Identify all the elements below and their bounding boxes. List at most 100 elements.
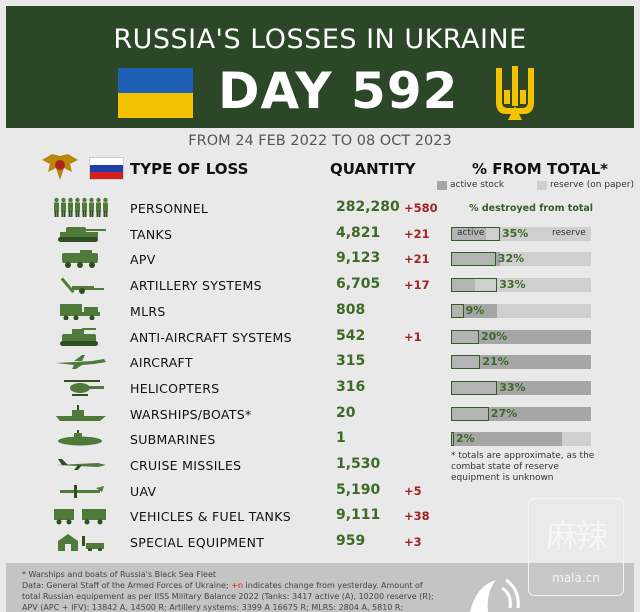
destroyed-label: % destroyed from total: [469, 203, 594, 214]
table-row: UAV 5,190 +5: [0, 479, 640, 505]
loss-type-label: MLRS: [130, 303, 166, 319]
header-banner: RUSSIA'S LOSSES IN UKRAINE DAY 592: [6, 6, 634, 128]
date-range: FROM 24 FEB 2022 TO 08 OCT 2023: [188, 133, 452, 149]
loss-quantity: 20: [336, 404, 356, 421]
destroyed-fill: [451, 355, 481, 370]
column-type-header: TYPE OF LOSS: [130, 160, 249, 178]
active-stock-fill: [451, 303, 498, 318]
table-row: MLRS 808 9%: [0, 299, 640, 325]
uav-icon: [60, 484, 104, 498]
footer-line-2: Data: General Staff of the Armed Forces …: [22, 581, 423, 590]
loss-change: +1: [404, 329, 422, 344]
loss-type-label: PERSONNEL: [130, 201, 209, 216]
percent-bar: 20%: [451, 329, 591, 344]
bar-reserve-label: reserve: [552, 227, 586, 238]
table-row: CRUISE MISSILES 1,530: [0, 453, 640, 479]
tank-icon: [58, 226, 106, 242]
vehicles-icon: [54, 509, 106, 525]
destroyed-fill: [451, 329, 479, 344]
day-counter: DAY 592: [218, 62, 459, 120]
percent-bar: 33%: [451, 380, 591, 395]
mlrs-icon: [60, 303, 100, 320]
column-percent-header: % FROM TOTAL*: [472, 160, 609, 178]
percent-bar: 27%: [451, 406, 591, 421]
percent-bar: 35% active reserve: [451, 226, 591, 241]
footer-line-3: total Russian equipement as per IISS Mil…: [22, 592, 434, 601]
legend-active-swatch: [437, 181, 447, 190]
loss-quantity: 316: [336, 378, 366, 395]
loss-change: +21: [404, 226, 430, 241]
loss-type-label: SUBMARINES: [130, 432, 216, 448]
loss-type-label: AIRCRAFT: [130, 355, 193, 371]
destroyed-percent: 27%: [490, 406, 518, 420]
table-row: SPECIAL EQUIPMENT 959 +3: [0, 530, 640, 556]
percent-bar: 2%: [451, 432, 591, 447]
table-row: AIRCRAFT 315 21%: [0, 350, 640, 376]
destroyed-fill: [451, 278, 498, 293]
loss-quantity: 542: [336, 327, 366, 344]
loss-change: +38: [404, 509, 430, 524]
bar-active-label: active: [457, 227, 485, 238]
table-row: WARSHIPS/BOATS* 20 27%: [0, 402, 640, 428]
table-row: TANKS 4,821 +21 35% active reserve: [0, 222, 640, 248]
active-stock-fill: [451, 406, 591, 421]
loss-quantity: 9,111: [336, 507, 381, 524]
page-title: RUSSIA'S LOSSES IN UKRAINE: [113, 24, 527, 55]
active-stock-fill: [451, 432, 562, 447]
watermark-url: mala.cn: [552, 571, 600, 585]
percent-bar: 21%: [451, 355, 591, 370]
legend-reserve-swatch: [537, 181, 547, 190]
warship-icon: [56, 404, 106, 421]
table-row: VEHICLES & FUEL TANKS 9,111 +38: [0, 504, 640, 530]
footer-line-4: APV (APC + IFV): 13842 A, 14500 R; Artil…: [22, 603, 404, 612]
percent-bar: 9%: [451, 303, 591, 318]
loss-type-label: CRUISE MISSILES: [130, 458, 242, 473]
trident-icon: [496, 66, 534, 120]
legend-reserve-label: reserve (on paper): [550, 180, 634, 190]
active-stock-fill: [451, 329, 591, 344]
footer-line-1: * Warships and boats of Russia's Black S…: [22, 570, 217, 579]
destroyed-percent: 2%: [456, 432, 475, 446]
percent-bar: 33%: [451, 278, 591, 293]
broadcast-logo-icon: [470, 578, 520, 612]
cruise-missile-icon: [56, 459, 106, 470]
loss-type-label: APV: [130, 252, 156, 268]
apv-icon: [62, 250, 98, 269]
active-stock-fill: [451, 380, 591, 395]
active-stock-fill: [451, 278, 475, 293]
loss-type-label: SPECIAL EQUIPMENT: [130, 535, 265, 551]
active-stock-fill: [451, 226, 486, 241]
loss-change: +17: [404, 278, 430, 293]
destroyed-fill: [451, 252, 496, 267]
loss-type-label: ANTI-AIRCRAFT SYSTEMS: [130, 329, 292, 345]
loss-quantity: 1: [336, 430, 346, 447]
loss-type-label: ARTILLERY SYSTEMS: [130, 278, 262, 294]
destroyed-percent: 20%: [481, 329, 508, 343]
column-quantity-header: QUANTITY: [330, 160, 416, 178]
loss-type-label: HELICOPTERS: [130, 380, 220, 396]
russian-emblem-icon: [42, 154, 78, 180]
loss-change: +21: [404, 252, 430, 267]
destroyed-percent: 33%: [499, 380, 526, 394]
loss-quantity: 4,821: [336, 224, 381, 241]
ukraine-flag-icon: [118, 68, 193, 118]
active-stock-fill: [451, 252, 500, 267]
destroyed-fill: [451, 303, 464, 318]
footer: * Warships and boats of Russia's Black S…: [6, 563, 634, 612]
destroyed-percent: 35%: [502, 226, 529, 240]
destroyed-fill: [451, 432, 454, 447]
table-row: ARTILLERY SYSTEMS 6,705 +17 33%: [0, 273, 640, 299]
anti-aircraft-icon: [60, 327, 98, 346]
aircraft-icon: [56, 355, 106, 370]
loss-quantity: 808: [336, 301, 366, 318]
loss-type-label: WARSHIPS/BOATS*: [130, 406, 252, 422]
destroyed-percent: 33%: [499, 278, 526, 292]
destroyed-fill: [451, 406, 489, 421]
table-row: ANTI-AIRCRAFT SYSTEMS 542 +1 20%: [0, 325, 640, 351]
active-stock-fill: [451, 355, 591, 370]
submarine-icon: [58, 430, 102, 446]
loss-quantity: 1,530: [336, 456, 381, 472]
loss-change: +5: [404, 483, 422, 498]
loss-quantity: 959: [336, 533, 366, 550]
watermark-text: 麻辣: [545, 517, 608, 555]
